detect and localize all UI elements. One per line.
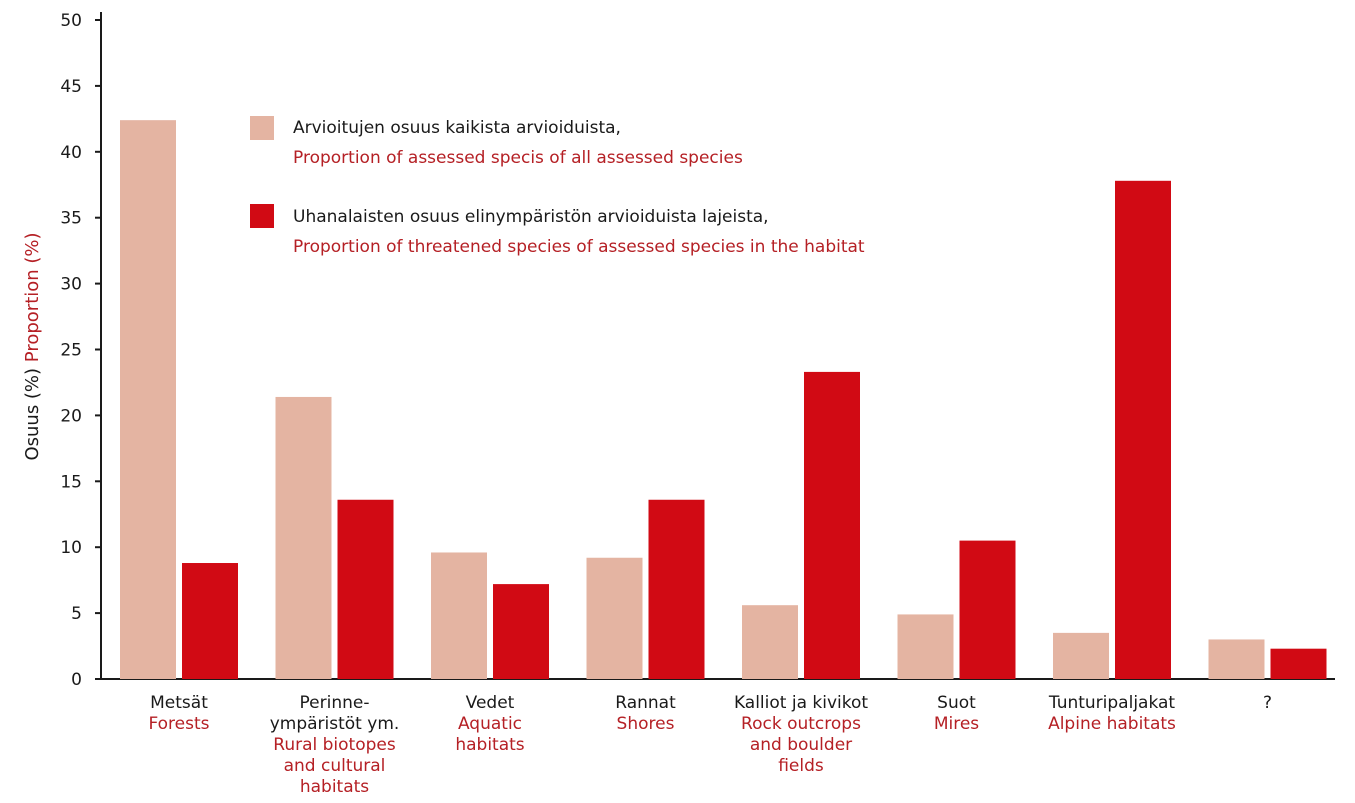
category-label-fi: Vedet [466,693,515,713]
y-axis-title-fi: Osuus (%) [22,362,43,460]
category-label-fi: Suot [937,693,976,713]
bar-assessed [1208,639,1265,679]
category-label-fi: Rannat [615,693,676,713]
category-label-en: fields [778,756,824,776]
category-label-fi: Metsät [150,693,208,713]
category-label-en: Shores [617,714,675,734]
y-axis-title: Osuus (%) Proportion (%) [22,232,43,460]
category-label-fi: Tunturipaljakat [1048,693,1176,713]
legend-label-fi: Uhanalaisten osuus elinympäristön arvioi… [293,207,769,227]
legend-swatch [250,204,274,228]
legend-label-fi: Arvioitujen osuus kaikista arvioiduista, [293,118,621,138]
y-tick-label: 15 [60,472,82,492]
y-axis-title-en: Proportion (%) [22,232,43,362]
y-tick-label: 25 [60,341,82,361]
category-label-en: habitats [455,735,524,755]
bar-threatened [959,540,1016,679]
category-label-en: and boulder [750,735,852,755]
legend-label-en: Proportion of assessed specis of all ass… [293,148,743,168]
bar-assessed [431,552,487,679]
category-label-en: habitats [300,777,369,797]
legend-swatch [250,116,274,140]
bar-threatened [337,499,394,679]
category-label-fi: Kalliot ja kivikot [734,693,868,713]
category-label-en: and cultural [284,756,386,776]
y-tick-label: 35 [60,209,82,229]
bar-assessed [742,605,798,679]
bar-assessed [1053,632,1109,679]
bar-assessed [897,614,954,679]
y-tick-label: 0 [71,670,82,690]
y-tick-label: 50 [60,11,82,31]
y-tick-label: 40 [60,143,82,163]
bar-threatened [182,563,238,679]
category-label-en: Aquatic [458,714,522,734]
y-tick-label: 20 [60,406,82,426]
category-label-en: Forests [148,714,209,734]
category-label-fi: ympäristöt ym. [270,714,400,734]
bar-assessed [275,396,332,679]
category-label-en: Mires [934,714,979,734]
bar-threatened [1270,648,1327,679]
bar-threatened [804,371,860,679]
bar-threatened [1115,180,1171,679]
y-tick-label: 5 [71,604,82,624]
category-label-en: Rural biotopes [273,735,396,755]
category-label-fi: ? [1263,693,1272,713]
bar-threatened [493,584,549,679]
category-label-en: Alpine habitats [1048,714,1176,734]
legend-label-en: Proportion of threatened species of asse… [293,237,865,257]
y-tick-label: 30 [60,275,82,295]
bar-assessed [586,557,643,679]
y-tick-label: 45 [60,77,82,97]
bar-assessed [120,120,176,680]
y-tick-label: 10 [60,538,82,558]
category-label-en: Rock outcrops [741,714,861,734]
category-label-fi: Perinne- [300,693,370,713]
bar-threatened [648,499,705,679]
